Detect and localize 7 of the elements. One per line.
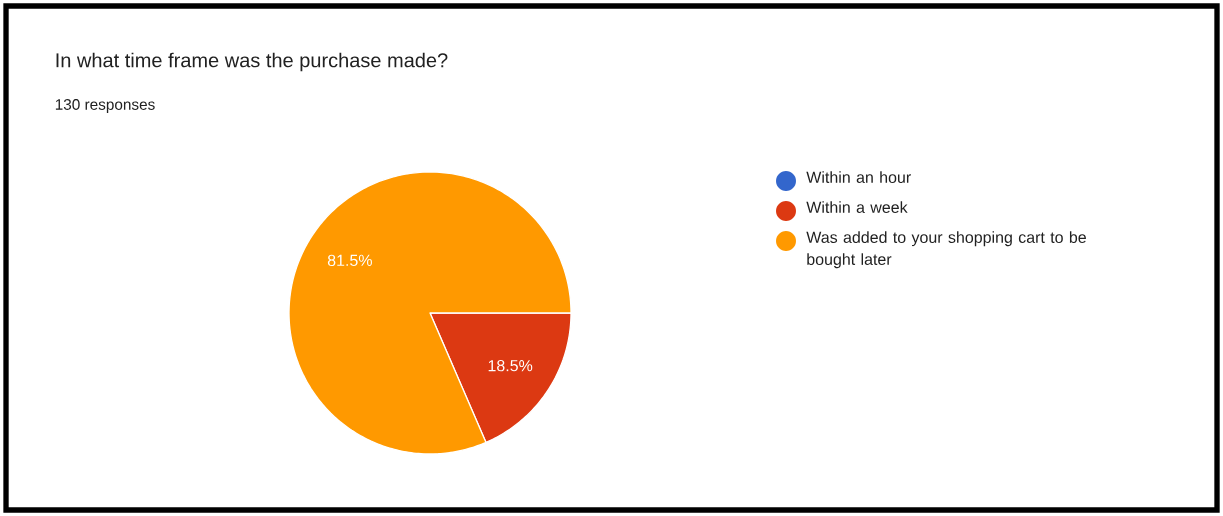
- chart-title: In what time frame was the purchase made?: [56, 52, 448, 72]
- legend-label: Within a week: [806, 201, 908, 213]
- legend-label: Was added to your shopping cart to be bought later: [806, 231, 1086, 269]
- text: 130 responses: [55, 99, 155, 113]
- data-label: 81.5%: [327, 254, 372, 267]
- data-label: 18.5%: [488, 359, 533, 372]
- legend-label: Within an hour: [806, 171, 911, 183]
